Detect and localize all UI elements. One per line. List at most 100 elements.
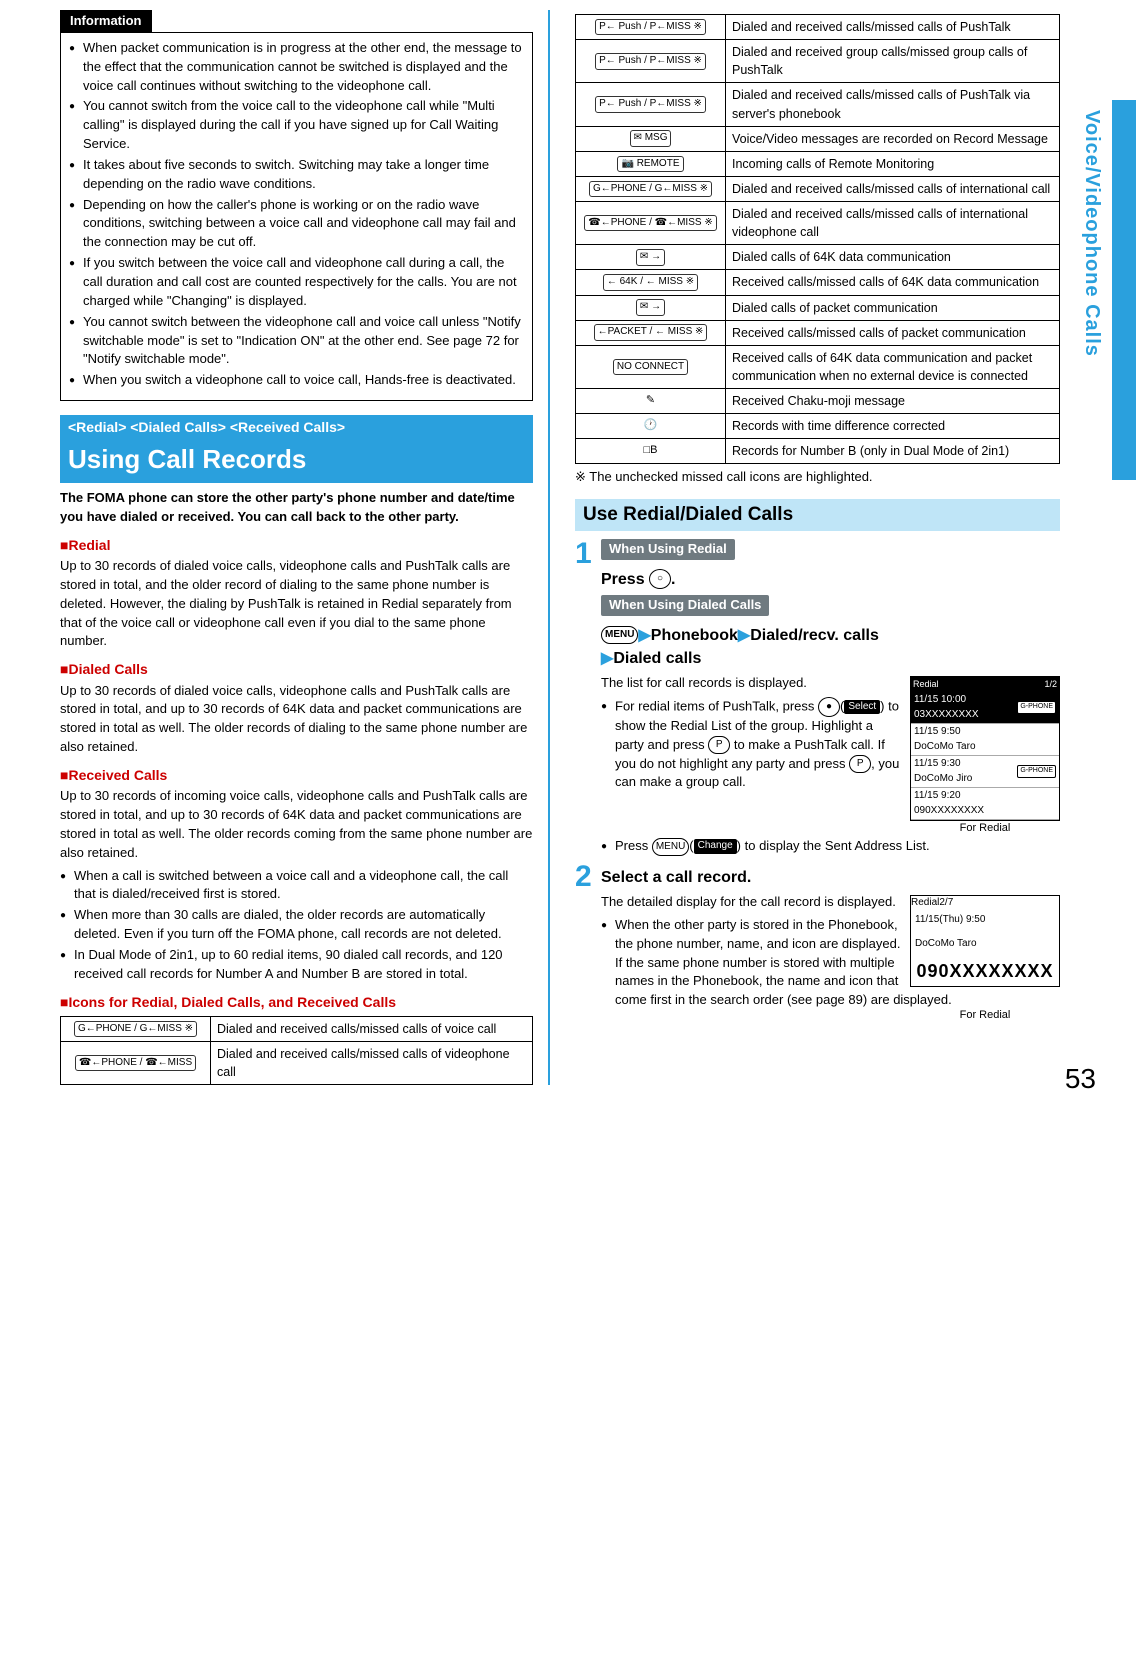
step1-bullets: For redial items of PushTalk, press ●(Se… (601, 697, 1060, 792)
table-row: 🕐Records with time difference corrected (576, 414, 1060, 439)
center-key: ● (818, 697, 840, 717)
desc-cell: Received calls/missed calls of 64K data … (726, 270, 1060, 295)
icon-cell: G←PHONE / G←MISS ※ (576, 176, 726, 201)
icon-cell: G←PHONE / G←MISS ※ (61, 1016, 211, 1041)
table-row: 📷 REMOTEIncoming calls of Remote Monitor… (576, 151, 1060, 176)
icon-cell: ✉ → (576, 245, 726, 270)
table-row: P← Push / P←MISS ※Dialed and received ca… (576, 15, 1060, 40)
table-row: G←PHONE / G←MISS ※Dialed and received ca… (576, 176, 1060, 201)
desc-cell: Incoming calls of Remote Monitoring (726, 151, 1060, 176)
table-row: ✉ →Dialed calls of 64K data communicatio… (576, 245, 1060, 270)
step-2: 2 Select a call record. Redial2/7 11/15(… (575, 862, 1060, 1024)
chip-when-redial: When Using Redial (601, 539, 735, 560)
change-softkey: Change (694, 839, 737, 854)
info-item: When packet communication is in progress… (69, 39, 524, 96)
dialed-heading: ■Dialed Calls (60, 659, 533, 679)
desc-cell: Dialed and received calls/missed calls o… (726, 15, 1060, 40)
icon-cell: □B (576, 439, 726, 464)
desc-cell: Received calls/missed calls of packet co… (726, 320, 1060, 345)
step2-bullet: When the other party is stored in the Ph… (601, 916, 1060, 1010)
table-row: ✉ MSGVoice/Video messages are recorded o… (576, 126, 1060, 151)
section-title: Using Call Records (60, 439, 533, 483)
step2-bullets: When the other party is stored in the Ph… (601, 916, 1060, 1010)
received-heading: ■Received Calls (60, 765, 533, 785)
icon-cell: NO CONNECT (576, 345, 726, 388)
step1-bullet: For redial items of PushTalk, press ●(Se… (601, 697, 1060, 792)
mock-caption: For Redial (910, 1008, 1060, 1024)
received-body: Up to 30 records of incoming voice calls… (60, 787, 533, 862)
step1-bullet: Press MENU(Change) to display the Sent A… (601, 837, 1060, 856)
information-box: When packet communication is in progress… (60, 32, 533, 401)
step-number-icon: 2 (575, 862, 601, 892)
icon-cell: ←PACKET / ← MISS ※ (576, 320, 726, 345)
desc-cell: Dialed and received group calls/missed g… (726, 40, 1060, 83)
step-number-icon: 1 (575, 539, 601, 569)
step-1: 1 When Using Redial Press ○. When Using … (575, 539, 1060, 858)
desc-cell: Records for Number B (only in Dual Mode … (726, 439, 1060, 464)
step1-bullets-2: Press MENU(Change) to display the Sent A… (601, 837, 1060, 856)
section-breadcrumb: <Redial> <Dialed Calls> <Received Calls> (60, 415, 533, 439)
menu-key: MENU (652, 838, 689, 856)
table-row: NO CONNECTReceived calls of 64K data com… (576, 345, 1060, 388)
desc-cell: Dialed and received calls/missed calls o… (211, 1016, 533, 1041)
table-row: ✎Received Chaku-moji message (576, 389, 1060, 414)
nav-right-key: ○ (649, 569, 671, 589)
table-row: ← 64K / ← MISS ※Received calls/missed ca… (576, 270, 1060, 295)
icon-cell: P← Push / P←MISS ※ (576, 83, 726, 126)
icon-cell: ☎←PHONE / ☎←MISS ※ (576, 202, 726, 245)
dialed-body: Up to 30 records of dialed voice calls, … (60, 682, 533, 757)
side-color-tab (1112, 100, 1136, 480)
mock-caption: For Redial (910, 821, 1060, 837)
chip-when-dialed: When Using Dialed Calls (601, 595, 769, 616)
info-item: It takes about five seconds to switch. S… (69, 156, 524, 194)
icon-cell: ✉ → (576, 295, 726, 320)
menu-path: MENU▶Phonebook▶Dialed/recv. calls ▶Diale… (601, 624, 1060, 670)
info-item: You cannot switch from the voice call to… (69, 97, 524, 154)
icon-cell: 🕐 (576, 414, 726, 439)
icon-cell: ✎ (576, 389, 726, 414)
info-item: If you switch between the voice call and… (69, 254, 524, 311)
left-column: Information When packet communication is… (60, 10, 550, 1085)
desc-cell: Dialed and received calls/missed calls o… (211, 1042, 533, 1085)
desc-cell: Voice/Video messages are recorded on Rec… (726, 126, 1060, 151)
table-row: ☎←PHONE / ☎←MISS Dialed and received cal… (61, 1042, 533, 1085)
table-footnote: ※ The unchecked missed call icons are hi… (575, 468, 1060, 487)
menu-key: MENU (601, 626, 638, 644)
use-redial-heading: Use Redial/Dialed Calls (575, 499, 1060, 531)
icon-cell: P← Push / P←MISS ※ (576, 15, 726, 40)
information-tab: Information (60, 10, 152, 33)
desc-cell: Dialed and received calls/missed calls o… (726, 83, 1060, 126)
pushtalk-key: P (849, 755, 871, 773)
icon-cell: 📷 REMOTE (576, 151, 726, 176)
select-softkey: Select (844, 700, 880, 715)
desc-cell: Dialed calls of packet communication (726, 295, 1060, 320)
info-item: When you switch a videophone call to voi… (69, 371, 524, 390)
desc-cell: Records with time difference corrected (726, 414, 1060, 439)
desc-cell: Received Chaku-moji message (726, 389, 1060, 414)
redial-heading: ■Redial (60, 535, 533, 555)
received-notes: When a call is switched between a voice … (60, 867, 533, 984)
desc-cell: Dialed and received calls/missed calls o… (726, 176, 1060, 201)
desc-cell: Received calls of 64K data communication… (726, 345, 1060, 388)
icon-table-left: G←PHONE / G←MISS ※ Dialed and received c… (60, 1016, 533, 1085)
page-number: 53 (1065, 1059, 1096, 1100)
table-row: G←PHONE / G←MISS ※ Dialed and received c… (61, 1016, 533, 1041)
icons-heading: ■Icons for Redial, Dialed Calls, and Rec… (60, 992, 533, 1012)
table-row: P← Push / P←MISS ※Dialed and received ca… (576, 83, 1060, 126)
step2-title: Select a call record. (601, 866, 1060, 889)
received-note-item: When a call is switched between a voice … (60, 867, 533, 905)
icon-cell: ☎←PHONE / ☎←MISS (61, 1042, 211, 1085)
right-column: P← Push / P←MISS ※Dialed and received ca… (570, 10, 1060, 1085)
table-row: ✉ →Dialed calls of packet communication (576, 295, 1060, 320)
desc-cell: Dialed and received calls/missed calls o… (726, 202, 1060, 245)
side-section-label: Voice/Videophone Calls (1077, 110, 1106, 357)
information-list: When packet communication is in progress… (69, 39, 524, 390)
redial-body: Up to 30 records of dialed voice calls, … (60, 557, 533, 651)
table-row: P← Push / P←MISS ※Dialed and received gr… (576, 40, 1060, 83)
received-note-item: When more than 30 calls are dialed, the … (60, 906, 533, 944)
info-item: You cannot switch between the videophone… (69, 313, 524, 370)
pushtalk-key: P (708, 736, 730, 754)
table-row: □BRecords for Number B (only in Dual Mod… (576, 439, 1060, 464)
desc-cell: Dialed calls of 64K data communication (726, 245, 1060, 270)
section-lead: The FOMA phone can store the other party… (60, 489, 533, 527)
